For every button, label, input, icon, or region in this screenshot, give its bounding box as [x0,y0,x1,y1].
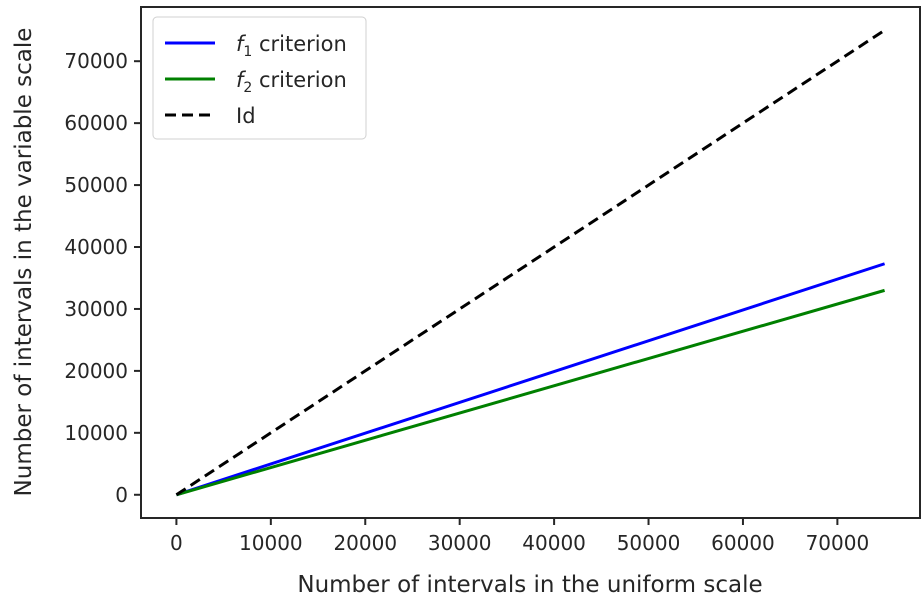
x-tick-label: 40000 [522,531,586,555]
legend-box [152,16,367,140]
y-axis-label: Number of intervals in the variable scal… [11,28,37,497]
x-tick-label: 20000 [333,531,397,555]
y-tick-label: 0 [115,483,128,507]
series-line-2 [175,28,886,497]
y-tick-label: 60000 [64,111,128,135]
series-line-1 [175,288,886,497]
x-tick-label: 70000 [806,531,870,555]
x-tick-label: 50000 [617,531,681,555]
plot-frame [140,6,921,519]
legend-entry-label: f2 criterion [236,68,347,96]
legend-entry-label: Id [236,104,256,128]
x-tick-label: 0 [170,531,183,555]
x-tick-label: 30000 [428,531,492,555]
legend: f1 criterion f2 criterion Id [152,16,367,140]
y-tick-label: 30000 [64,297,128,321]
series-line-0 [175,262,886,497]
y-tick-label: 40000 [64,235,128,259]
y-tick-label: 50000 [64,173,128,197]
x-tick-label: 10000 [239,531,303,555]
y-tick-label: 10000 [64,421,128,445]
x-axis-label: Number of intervals in the uniform scale [297,572,762,598]
legend-entry-label: f1 criterion [236,32,347,60]
y-tick-label: 70000 [64,49,128,73]
x-tick-label: 60000 [711,531,775,555]
y-tick-label: 20000 [64,359,128,383]
